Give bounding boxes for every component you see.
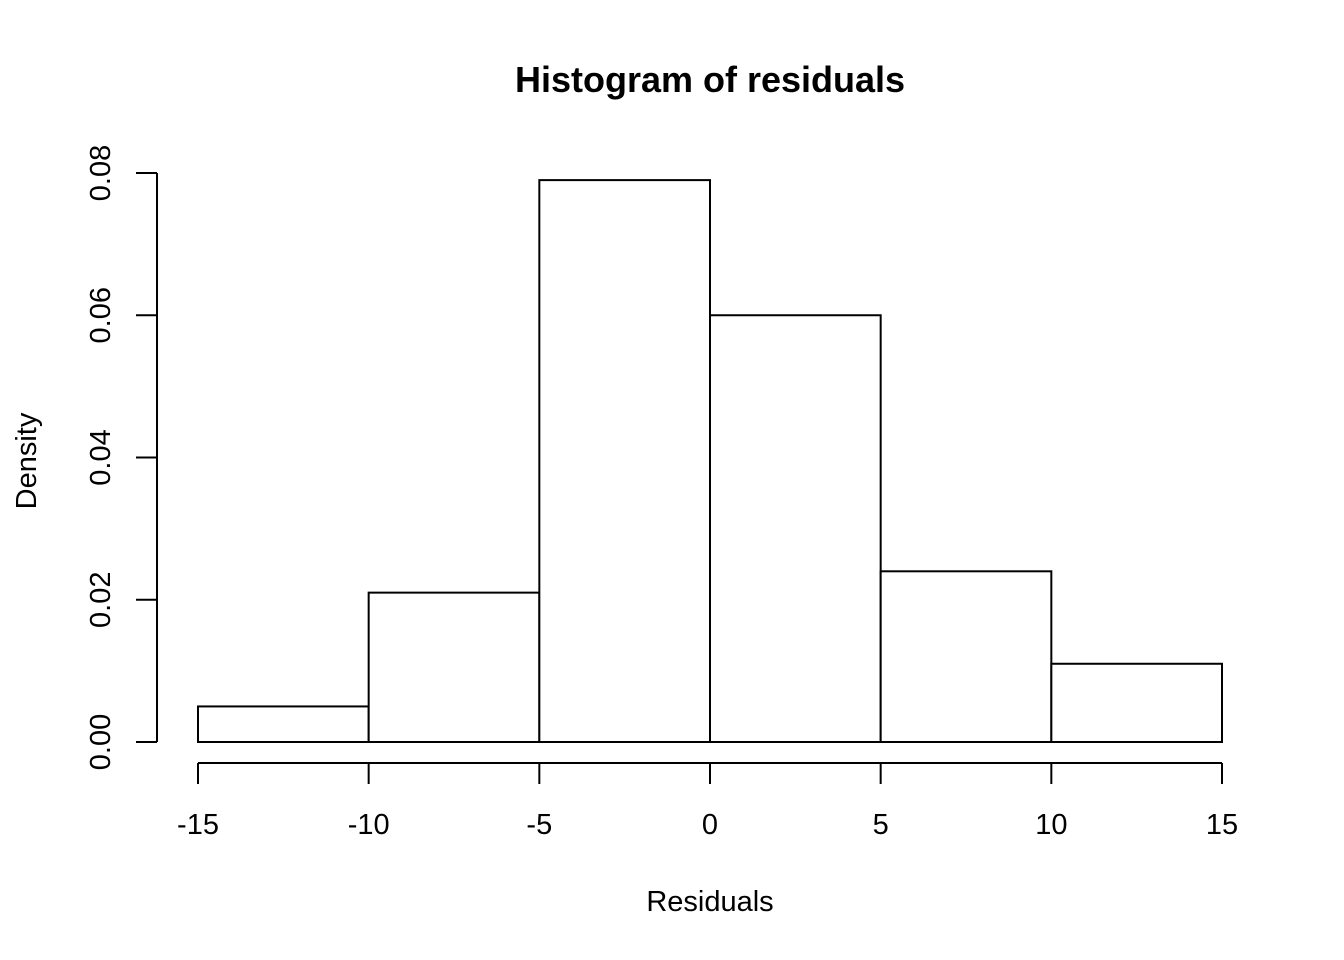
histogram-bar-3 xyxy=(709,314,882,743)
y-axis-label: Density xyxy=(11,412,43,509)
x-ticks: -15 -10 -5 0 5 10 15 xyxy=(177,763,1238,841)
x-tick-label: -5 xyxy=(526,809,552,841)
y-tick-label: 0.06 xyxy=(85,287,117,343)
bars-group xyxy=(197,179,1224,744)
y-ticks: 0.00 0.02 0.04 0.06 0.08 xyxy=(85,145,157,770)
histogram-bar-0 xyxy=(197,705,370,743)
x-axis-label: Residuals xyxy=(646,886,773,918)
x-tick-label: 0 xyxy=(702,809,718,841)
x-tick-label: 10 xyxy=(1035,809,1067,841)
histogram-bar-2 xyxy=(538,179,711,744)
x-tick-label: 15 xyxy=(1206,809,1238,841)
x-axis: -15 -10 -5 0 5 10 15 xyxy=(177,762,1238,841)
y-tick-label: 0.00 xyxy=(85,714,117,770)
y-axis: 0.00 0.02 0.04 0.06 0.08 xyxy=(85,145,158,770)
histogram-bar-4 xyxy=(879,570,1053,743)
x-tick-label: -15 xyxy=(177,809,219,841)
x-tick-label: -10 xyxy=(348,809,390,841)
chart-title: Histogram of residuals xyxy=(515,59,905,100)
histogram-bar-5 xyxy=(1050,662,1224,744)
x-tick-label: 5 xyxy=(873,809,889,841)
y-tick-label: 0.08 xyxy=(85,145,117,201)
y-tick-label: 0.02 xyxy=(85,572,117,628)
y-tick-label: 0.04 xyxy=(85,429,117,485)
histogram-bar-1 xyxy=(367,591,541,744)
